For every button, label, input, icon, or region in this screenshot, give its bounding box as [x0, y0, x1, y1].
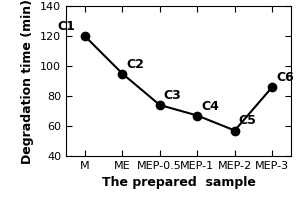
Y-axis label: Degradation time (min): Degradation time (min) [22, 0, 34, 164]
Text: C3: C3 [164, 89, 181, 102]
Text: C4: C4 [201, 99, 219, 112]
Text: C1: C1 [58, 20, 75, 33]
Text: C6: C6 [276, 71, 294, 84]
Text: C2: C2 [126, 58, 144, 71]
X-axis label: The prepared  sample: The prepared sample [102, 176, 255, 189]
Text: C5: C5 [238, 114, 256, 128]
